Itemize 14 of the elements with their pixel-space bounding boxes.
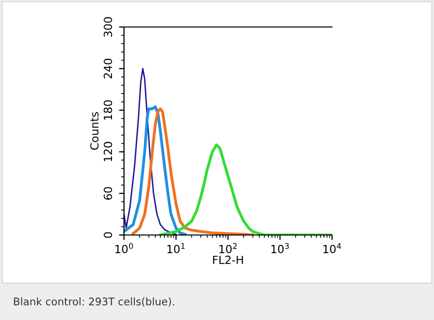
y-tick-label: 180 bbox=[104, 100, 112, 120]
x-tick-label: 10$^{2}$ bbox=[219, 243, 237, 254]
y-tick-label: 60 bbox=[104, 187, 112, 200]
y-tick-label: 300 bbox=[104, 17, 112, 37]
y-tick-label: 0 bbox=[104, 232, 112, 238]
x-axis-title: FL2-H bbox=[213, 256, 243, 264]
x-tick-label: 10$^{3}$ bbox=[271, 243, 289, 254]
text: Blank control: 293T cells(blue). bbox=[14, 297, 174, 307]
y-tick-label: 120 bbox=[104, 142, 112, 162]
x-tick-label: 10$^{4}$ bbox=[323, 243, 341, 254]
y-axis-title: Counts bbox=[90, 112, 99, 150]
x-tick-label: 10$^{0}$ bbox=[115, 243, 133, 254]
x-tick-label: 10$^{1}$ bbox=[167, 243, 185, 254]
y-tick-label: 240 bbox=[104, 58, 112, 78]
